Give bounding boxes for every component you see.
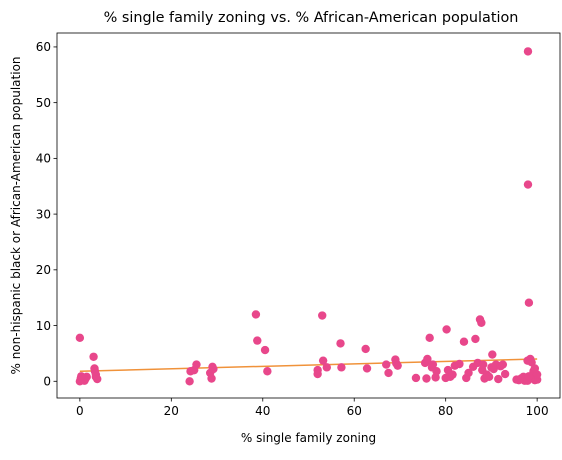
data-point (530, 364, 540, 373)
plot-frame (56, 32, 561, 399)
data-point (263, 367, 272, 376)
data-point (393, 361, 402, 370)
x-tick-label: 0 (76, 404, 84, 418)
data-point (336, 339, 345, 348)
data-point (477, 318, 486, 327)
x-tick-label: 40 (255, 404, 270, 418)
data-point (422, 374, 431, 383)
data-point (89, 352, 98, 361)
data-point (313, 369, 322, 379)
data-point (464, 368, 473, 378)
data-point (459, 337, 469, 346)
data-point (318, 356, 328, 365)
y-tick-label: 50 (36, 96, 51, 110)
data-point (455, 359, 464, 369)
data-point (382, 360, 391, 369)
points-layer (75, 47, 542, 386)
data-point (192, 360, 201, 369)
data-point (90, 367, 100, 376)
data-point (209, 364, 218, 374)
y-axis-label: % non-hispanic black or African-American… (9, 56, 23, 374)
data-point (524, 298, 534, 307)
x-tick-label: 80 (438, 404, 453, 418)
data-point (411, 373, 421, 383)
data-point (500, 369, 510, 379)
data-point (337, 363, 346, 372)
data-point (77, 372, 86, 381)
data-point (442, 325, 451, 334)
data-point (207, 374, 216, 383)
x-axis: 0 20 40 60 80 100 (76, 398, 549, 418)
data-point (471, 334, 480, 344)
data-point (448, 370, 457, 379)
y-tick-label: 40 (36, 152, 51, 166)
data-point (362, 364, 372, 373)
y-tick-label: 0 (43, 374, 51, 388)
y-tick-label: 20 (36, 263, 51, 277)
data-point (431, 373, 440, 382)
data-point (425, 333, 434, 343)
y-tick-label: 30 (36, 207, 51, 221)
data-point (361, 344, 370, 354)
data-point (253, 336, 262, 345)
data-point (432, 367, 441, 376)
data-point (322, 363, 331, 372)
data-point (93, 374, 102, 384)
data-point (524, 372, 534, 381)
data-point (318, 311, 327, 320)
data-point (484, 372, 494, 382)
data-point (75, 333, 85, 343)
y-tick-label: 60 (36, 40, 51, 54)
x-tick-label: 60 (347, 404, 362, 418)
data-point (185, 377, 194, 386)
x-tick-label: 20 (164, 404, 179, 418)
y-axis: 0 10 20 30 40 50 60 (36, 40, 57, 388)
data-point (498, 360, 508, 369)
data-point (384, 368, 393, 378)
data-point (523, 180, 533, 189)
data-point (488, 350, 497, 359)
data-point (423, 354, 432, 364)
data-point (260, 345, 270, 355)
data-point (494, 374, 503, 384)
data-point (523, 356, 532, 365)
data-point (523, 47, 533, 56)
data-point (251, 310, 261, 319)
chart-title: % single family zoning vs. % African-Ame… (104, 10, 519, 26)
data-point (428, 360, 438, 369)
x-axis-label: % single family zoning (241, 431, 376, 445)
x-tick-label: 100 (526, 404, 549, 418)
data-point (478, 360, 488, 369)
y-tick-label: 10 (36, 319, 51, 333)
